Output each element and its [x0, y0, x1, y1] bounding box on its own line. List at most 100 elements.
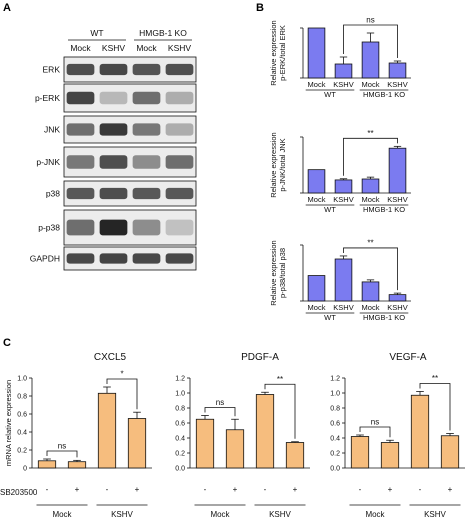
blot-band	[132, 123, 161, 136]
blot-band	[99, 219, 128, 236]
significance-bracket	[359, 426, 391, 438]
blot-band	[132, 219, 161, 236]
panel-b-letter: B	[256, 2, 264, 14]
treatment-label: +	[293, 485, 298, 494]
group-label-wt: WT	[90, 28, 103, 38]
group-label: Mock	[210, 510, 230, 519]
y-tick-label: 1.2	[175, 376, 185, 383]
significance-label: **	[367, 238, 373, 247]
bar	[334, 63, 353, 79]
blot-membrane	[63, 246, 197, 271]
group-label: HMGB-1 KO	[363, 313, 405, 322]
bar	[195, 418, 215, 469]
treatment-row-label: SB203500	[0, 488, 38, 497]
blot-band	[66, 187, 95, 200]
lane-label: Mock	[70, 43, 91, 53]
lane-label: Mock	[136, 43, 157, 53]
blot-row-label: GAPDH	[30, 254, 60, 264]
y-axis-label: Relative expression	[269, 132, 278, 197]
treatment-label: -	[359, 485, 362, 494]
bar	[440, 435, 460, 469]
significance-bracket	[419, 383, 451, 431]
y-tick-label: 0	[23, 466, 27, 473]
x-tick-label: Mock	[362, 80, 380, 89]
significance-label: ns	[366, 16, 374, 25]
group-label: KSHV	[424, 510, 446, 519]
blot-row-label: JNK	[44, 125, 60, 135]
bar	[127, 418, 147, 469]
significance-label: **	[277, 375, 283, 384]
significance-bracket	[343, 247, 398, 291]
y-tick-label: 0.0	[330, 466, 340, 473]
bar	[388, 62, 407, 79]
blot-band	[66, 123, 95, 136]
blot-band	[66, 155, 95, 169]
panel-b-chart: ** Relative expression p-JNK/total JNK Mock…	[269, 129, 411, 214]
blot-band	[165, 155, 194, 169]
group-label: KSHV	[269, 510, 291, 519]
significance-label: **	[432, 374, 438, 383]
bar	[285, 442, 305, 469]
panel-c-chart: VEGF-A 0.0 0.2 0.4 0.6 0.8 1.0 1.2 ns ** - + - + Mock K…	[330, 352, 465, 519]
y-tick-label: 0.6	[17, 412, 27, 419]
chart-title: PDGF-A	[241, 352, 279, 363]
bar	[334, 179, 353, 194]
y-tick-label: 0.6	[175, 421, 185, 428]
y-tick-label: 0.6	[330, 421, 340, 428]
blot-row-label: ERK	[43, 65, 61, 75]
y-tick-label: 0.2	[330, 451, 340, 458]
blot-band	[132, 91, 161, 105]
significance-label: ns	[371, 418, 379, 427]
y-tick-label: 0.8	[17, 394, 27, 401]
y-tick-label: 0.2	[17, 448, 27, 455]
x-tick-label: Mock	[308, 80, 326, 89]
group-label: Mock	[52, 510, 72, 519]
chart-title: VEGF-A	[389, 352, 427, 363]
bar	[334, 258, 353, 302]
bar	[225, 429, 245, 469]
significance-bracket	[343, 24, 398, 58]
y-axis-label: Relative expression	[269, 240, 278, 305]
y-axis-label: mRNA relative expression	[4, 380, 13, 466]
bar	[350, 436, 370, 469]
blot-row-label: p38	[46, 189, 60, 199]
x-tick-label: KSHV	[333, 195, 353, 204]
bar	[255, 394, 275, 469]
y-axis-label: p-JNK/total JNK	[278, 138, 287, 191]
western-blot-panel: WT HMGB-1 KO Mock KSHV Mock KSHV ERK p-ERK JNK p-…	[30, 28, 197, 271]
blot-band	[66, 63, 95, 76]
y-tick-label: 0.8	[330, 406, 340, 413]
blot-band	[99, 123, 128, 136]
treatment-label: -	[419, 485, 422, 494]
treatment-label: -	[46, 485, 49, 494]
blot-band	[165, 187, 194, 200]
x-tick-label: KSHV	[387, 195, 407, 204]
group-label: KSHV	[111, 510, 133, 519]
treatment-label: +	[135, 485, 140, 494]
treatment-label: -	[204, 485, 207, 494]
y-tick-label: 1.0	[175, 391, 185, 398]
bar	[388, 294, 407, 302]
y-tick-label: 0.8	[175, 406, 185, 413]
treatment-label: +	[448, 485, 453, 494]
bar	[388, 147, 407, 194]
bar	[410, 394, 430, 469]
bar	[361, 281, 380, 302]
group-label: WT	[324, 205, 336, 214]
y-tick-label: 0.4	[175, 436, 185, 443]
blot-band	[165, 91, 194, 105]
bar	[37, 460, 57, 469]
significance-label: **	[367, 129, 373, 138]
blot-band	[99, 91, 128, 105]
lane-label: KSHV	[168, 43, 191, 53]
bar	[307, 169, 326, 194]
treatment-label: -	[106, 485, 109, 494]
significance-bracket	[204, 407, 236, 417]
blot-band	[165, 123, 194, 136]
significance-bracket	[46, 450, 78, 458]
group-label: HMGB-1 KO	[363, 205, 405, 214]
significance-bracket	[106, 378, 138, 410]
treatment-label: +	[233, 485, 238, 494]
